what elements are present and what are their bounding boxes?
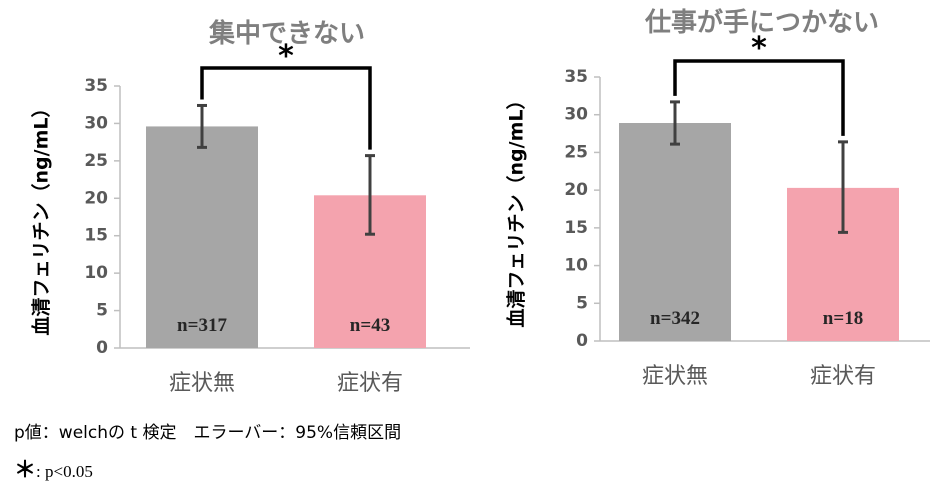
chart2-y-tick-label: 10 (564, 256, 588, 276)
chart2-y-tick-label: 30 (564, 105, 588, 125)
chart1-y-axis-label: 血清フェリチン（ng/mL） (30, 99, 53, 336)
chart1-n-label-1: n=317 (177, 315, 227, 336)
chart1-significance-bracket (200, 66, 372, 150)
chart2-y-tick-label: 25 (564, 142, 588, 162)
chart1-y-tick-label: 5 (96, 301, 108, 321)
significance-star-icon: ＊ (14, 458, 37, 483)
chart2-n-label-2: n=18 (823, 308, 863, 329)
chart2-n-label-1: n=342 (650, 308, 700, 329)
chart1-category-label-1: 症状無 (169, 371, 235, 396)
chart2-y-tick-label: 15 (564, 218, 588, 238)
significance-note: ＊: p<0.05 (14, 452, 93, 484)
chart2-title: 仕事が手につかない (644, 7, 879, 38)
chart1-n-label-2: n=43 (350, 315, 390, 336)
chart1-bar-1 (146, 126, 258, 349)
chart1-significance-star: * (278, 39, 294, 74)
chart2-significance-bracket (673, 59, 845, 136)
chart2-bar-1 (619, 123, 731, 341)
chart2-y-tick-label: 0 (576, 331, 588, 351)
chart2-significance-star: * (751, 31, 767, 66)
chart1-y-tick-label: 35 (84, 76, 108, 96)
chart1-y-tick-label: 25 (84, 151, 108, 171)
chart1-title: 集中できない (208, 18, 365, 49)
chart2-category-label-2: 症状有 (810, 364, 876, 389)
method-note: p値：welchの t 検定 エラーバー：95%信頼区間 (14, 423, 402, 443)
chart1-y-tick-label: 30 (84, 113, 108, 133)
chart1-y-tick-label: 15 (84, 226, 108, 246)
chart1-y-tick-label: 0 (96, 338, 108, 358)
chart1-category-label-2: 症状有 (337, 371, 403, 396)
chart2-y-axis-label: 血清フェリチン（ng/mL） (505, 91, 528, 328)
chart2-category-label-1: 症状無 (642, 364, 708, 389)
chart2-y-tick-label: 5 (576, 293, 588, 313)
chart1-y-tick-label: 20 (84, 188, 108, 208)
chart2-y-tick-label: 20 (564, 180, 588, 200)
chart2-y-tick-label: 35 (564, 67, 588, 87)
significance-note-text: : p<0.05 (36, 462, 93, 481)
chart1-y-tick-label: 10 (84, 263, 108, 283)
